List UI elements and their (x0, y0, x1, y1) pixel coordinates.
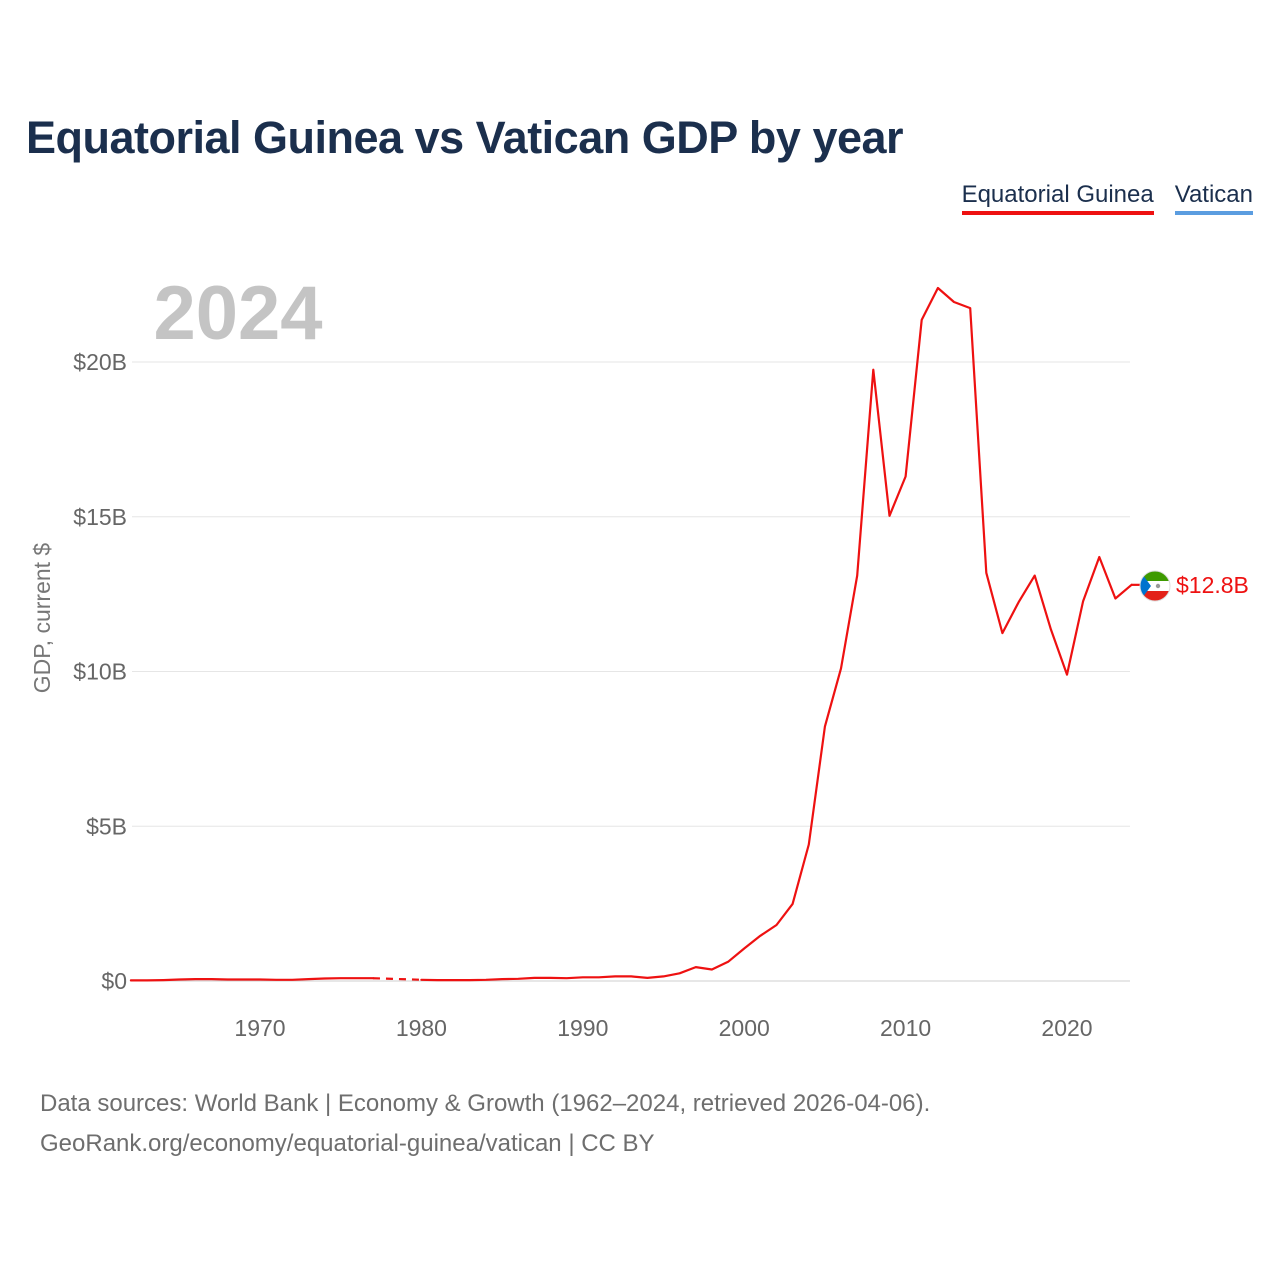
y-tick-label: $10B (73, 659, 127, 685)
x-tick-label: 1970 (234, 1015, 285, 1041)
legend: Equatorial Guinea Vatican (961, 181, 1253, 215)
end-value-label: $12.8B (1176, 572, 1249, 598)
series-gap-equatorial-guinea (372, 977, 422, 981)
y-tick-label: $0 (101, 968, 127, 994)
year-watermark: 2024 (153, 271, 322, 356)
footer: Data sources: World Bank | Economy & Gro… (40, 1084, 930, 1164)
x-axis: 1970 1980 1990 2000 2010 2020 (234, 1015, 1092, 1041)
legend-item-vatican[interactable]: Vatican (1174, 181, 1253, 215)
y-tick-label: $15B (73, 504, 127, 530)
x-tick-label: 2010 (880, 1015, 931, 1041)
y-axis-title: GDP, current $ (29, 543, 55, 694)
y-tick-label: $5B (86, 813, 127, 839)
end-marker[interactable]: $12.8B (1139, 570, 1249, 602)
credit-link[interactable]: GeoRank.org/economy/equatorial-guinea/va… (40, 1130, 655, 1157)
series-line-equatorial-guinea-1 (420, 286, 1133, 982)
x-tick-label: 1990 (557, 1015, 608, 1041)
legend-item-equatorial-guinea[interactable]: Equatorial Guinea (961, 181, 1154, 215)
y-axis: $0 $5B $10B $15B $20B (73, 349, 127, 994)
series-line-equatorial-guinea-0 (129, 977, 375, 982)
series (129, 286, 1140, 982)
x-tick-label: 2000 (719, 1015, 770, 1041)
grid-lines (132, 361, 1130, 982)
equatorial-guinea-flag-icon (1139, 570, 1171, 602)
y-tick-label: $20B (73, 349, 127, 375)
chart-title: Equatorial Guinea vs Vatican GDP by year (26, 112, 904, 163)
x-tick-label: 2020 (1041, 1015, 1092, 1041)
data-sources-text: Data sources: World Bank | Economy & Gro… (40, 1090, 931, 1117)
x-tick-label: 1980 (396, 1015, 447, 1041)
gdp-line-chart: 2024 $0 $5B $10B $15B $20B 1970 1980 1990 2000 2… (29, 271, 1249, 1041)
